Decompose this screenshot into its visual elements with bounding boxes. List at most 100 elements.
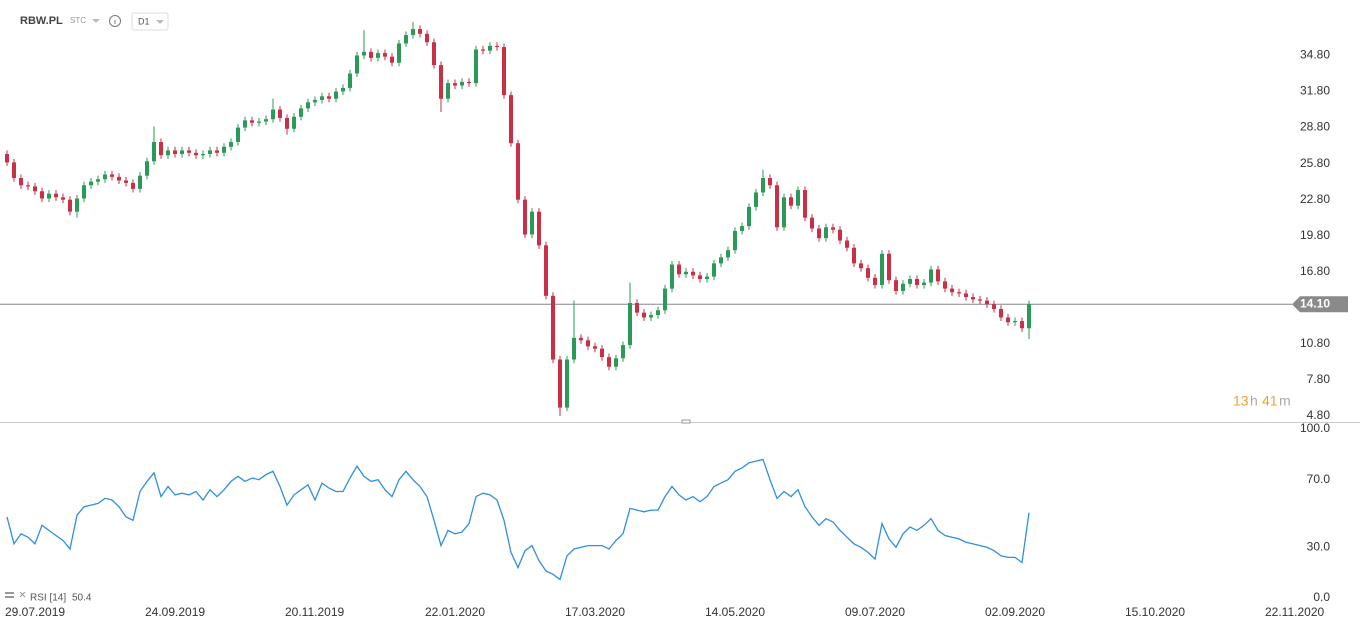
candle-body [68, 199, 72, 212]
legend-value: 50.4 [72, 593, 92, 604]
candle-body [509, 95, 513, 144]
candle-body [831, 227, 835, 230]
candle-body [894, 280, 898, 292]
candle-body [880, 253, 884, 286]
candle-body [586, 340, 590, 347]
candle-body [369, 51, 373, 58]
candle-body [236, 127, 240, 142]
candle-body [40, 191, 44, 199]
candle-body [642, 312, 646, 318]
candle-body [936, 269, 940, 282]
candle-body [96, 179, 100, 182]
candle-body [404, 35, 408, 44]
candle-body [327, 96, 331, 99]
candle-body [222, 146, 226, 153]
candle-body [978, 299, 982, 301]
countdown-minutes: 41 [1262, 393, 1278, 409]
candle-body [278, 109, 282, 118]
candle-body [117, 176, 121, 181]
candle-body [887, 253, 891, 281]
candle-body [152, 141, 156, 162]
candle-body [523, 199, 527, 235]
y-tick-label: 100.0 [1300, 421, 1330, 435]
candle-body [754, 192, 758, 207]
candle-body [257, 121, 261, 123]
candle-body [551, 295, 555, 360]
y-tick-label: 10.80 [1300, 336, 1330, 350]
candle-body [201, 154, 205, 156]
candle-body [215, 150, 219, 153]
exchange[interactable]: STC [70, 16, 86, 25]
candle-body [33, 186, 37, 192]
candle-body [467, 81, 471, 84]
candle-body [677, 264, 681, 275]
candle-body [558, 359, 562, 408]
candle-body [243, 120, 247, 128]
candle-body [761, 178, 765, 193]
candle-body [782, 197, 786, 228]
candle-body [516, 143, 520, 200]
candle-body [950, 288, 954, 293]
candle-body [572, 337, 576, 360]
candle-body [439, 65, 443, 99]
candle-body [964, 293, 968, 298]
candle-body [565, 359, 569, 408]
candle-body [5, 154, 9, 163]
x-tick-label: 15.10.2020 [1125, 605, 1185, 619]
candle-body [19, 178, 23, 186]
candle-body [47, 193, 51, 199]
y-tick-label: 7.80 [1307, 372, 1331, 386]
rsi-legend-icon[interactable] [5, 591, 26, 598]
y-tick-label: 0.0 [1313, 590, 1330, 604]
candle-body [649, 315, 653, 318]
candle-body [124, 180, 128, 183]
candle-body [390, 56, 394, 63]
y-tick-label: 4.80 [1307, 408, 1331, 422]
last-price-tag [1292, 296, 1348, 313]
resize-handle[interactable] [681, 419, 691, 424]
candle-body [460, 81, 464, 86]
candle-body [901, 283, 905, 292]
y-tick-label: 16.80 [1300, 264, 1330, 278]
candle-body [1020, 321, 1024, 329]
y-tick-label: 19.80 [1300, 228, 1330, 242]
candle-body [341, 87, 345, 92]
candle-body [159, 141, 163, 156]
interval-select[interactable] [131, 12, 169, 31]
candle-body [698, 275, 702, 279]
candle-body [502, 47, 506, 96]
candle-body [614, 358, 618, 367]
candle-body [740, 226, 744, 231]
candle-body [397, 43, 401, 63]
candle-body [621, 345, 625, 359]
candle-body [726, 250, 730, 258]
candle-body [775, 185, 779, 228]
x-tick-label: 20.11.2019 [285, 605, 344, 619]
candle-body [852, 247, 856, 264]
x-tick-label: 24.09.2019 [145, 605, 205, 619]
x-tick-label: 22.11.2020 [1265, 605, 1324, 619]
dropdown-arrow[interactable] [92, 19, 100, 23]
candle-body [348, 73, 352, 88]
candle-body [474, 49, 478, 84]
candle-body [488, 45, 492, 51]
candle-body [845, 240, 849, 248]
y-tick-label: 70.0 [1307, 472, 1331, 486]
candle-body [131, 182, 135, 189]
x-tick-label: 02.09.2020 [985, 605, 1045, 619]
candle-body [250, 120, 254, 123]
candle-body [334, 91, 338, 99]
candle-body [663, 288, 667, 311]
candle-body [733, 230, 737, 251]
candle-body [285, 117, 289, 129]
info-icon[interactable] [109, 15, 121, 27]
countdown-hours: 13 [1233, 393, 1249, 409]
candle-body [929, 269, 933, 283]
candle-body [600, 348, 604, 358]
candle-body [789, 197, 793, 206]
legend-label: RSI [14] [30, 593, 66, 604]
candle-body [320, 96, 324, 100]
candle-body [943, 281, 947, 289]
candle-body [1027, 304, 1031, 329]
